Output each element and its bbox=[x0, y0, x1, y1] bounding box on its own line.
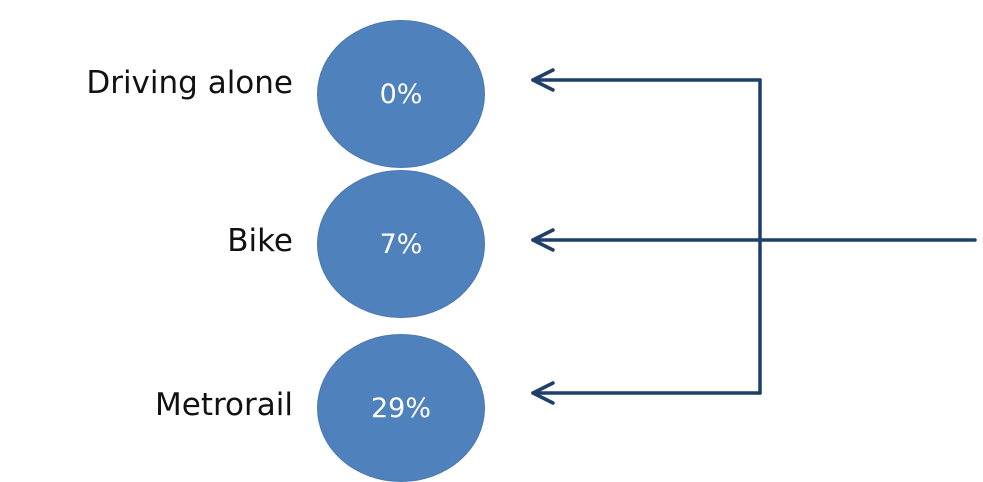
arrowhead-driving-alone bbox=[531, 68, 555, 92]
percent-bubble-metrorail: 29% bbox=[317, 334, 485, 482]
percent-bubble-bike: 7% bbox=[317, 170, 485, 318]
percent-value-driving-alone: 0% bbox=[379, 78, 423, 110]
mode-label-metrorail: Metrorail bbox=[155, 387, 293, 423]
arrowhead-bike bbox=[531, 228, 555, 252]
arrowhead-metrorail bbox=[531, 381, 555, 405]
percent-value-metrorail: 29% bbox=[370, 392, 431, 424]
mode-label-driving-alone: Driving alone bbox=[86, 65, 293, 101]
mode-label-bike: Bike bbox=[227, 223, 293, 259]
percent-value-bike: 7% bbox=[379, 228, 423, 260]
percent-bubble-driving-alone: 0% bbox=[317, 20, 485, 168]
